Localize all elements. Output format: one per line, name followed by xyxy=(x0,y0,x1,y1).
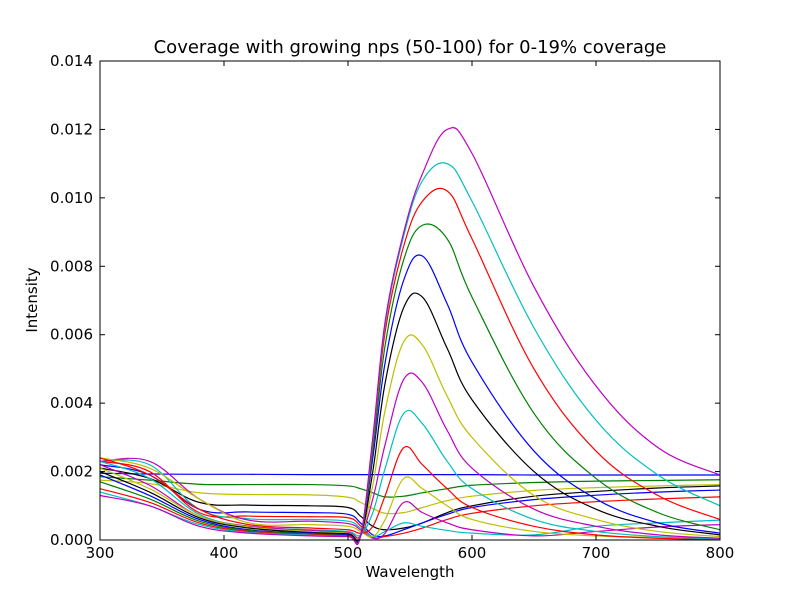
series-line-16 xyxy=(99,223,721,544)
y-tick-label: 0.008 xyxy=(50,257,93,275)
y-tick-label: 0.002 xyxy=(50,463,93,481)
x-tick-label: 500 xyxy=(334,544,363,562)
series-line-15 xyxy=(99,254,721,543)
y-tick-label: 0.014 xyxy=(50,52,93,70)
y-tick-label: 0.004 xyxy=(50,394,93,412)
plot-area: 300 400 500 600 700 800 0.0000.0020.0040.0060… xyxy=(50,52,734,562)
plot-frame xyxy=(99,60,721,541)
x-tick-label: 700 xyxy=(582,544,611,562)
series-line-3 xyxy=(99,479,721,515)
series-line-10 xyxy=(99,445,721,540)
y-tick-label: 0.010 xyxy=(50,189,93,207)
y-axis-ticks: 0.000 0.002 0.004 0.006 0.008 0.010 0.012 0.014 xyxy=(50,52,720,549)
series-line-4 xyxy=(99,467,721,531)
series-line-19 xyxy=(99,127,721,546)
series-line-1 xyxy=(99,472,720,476)
y-tick-label: 0.006 xyxy=(50,326,93,344)
series-line-17 xyxy=(99,187,721,545)
series-layer xyxy=(99,127,721,546)
x-tick-label: 600 xyxy=(458,544,487,562)
y-axis-label: Intensity xyxy=(23,267,41,332)
y-tick-label: 0.012 xyxy=(50,120,93,138)
x-tick-label: 800 xyxy=(706,544,735,562)
y-tick-label: 0.000 xyxy=(50,531,93,549)
series-line-14 xyxy=(99,292,721,542)
x-axis-ticks: 300 400 500 600 700 800 xyxy=(86,61,735,562)
series-line-5 xyxy=(99,464,721,538)
x-tick-label: 300 xyxy=(86,544,115,562)
x-tick-label: 400 xyxy=(210,544,239,562)
x-axis-label: Wavelength xyxy=(366,563,455,581)
chart-title: Coverage with growing nps (50-100) for 0… xyxy=(154,37,667,58)
series-line-9 xyxy=(99,457,721,539)
series-line-13 xyxy=(99,334,721,541)
series-line-8 xyxy=(99,457,721,540)
